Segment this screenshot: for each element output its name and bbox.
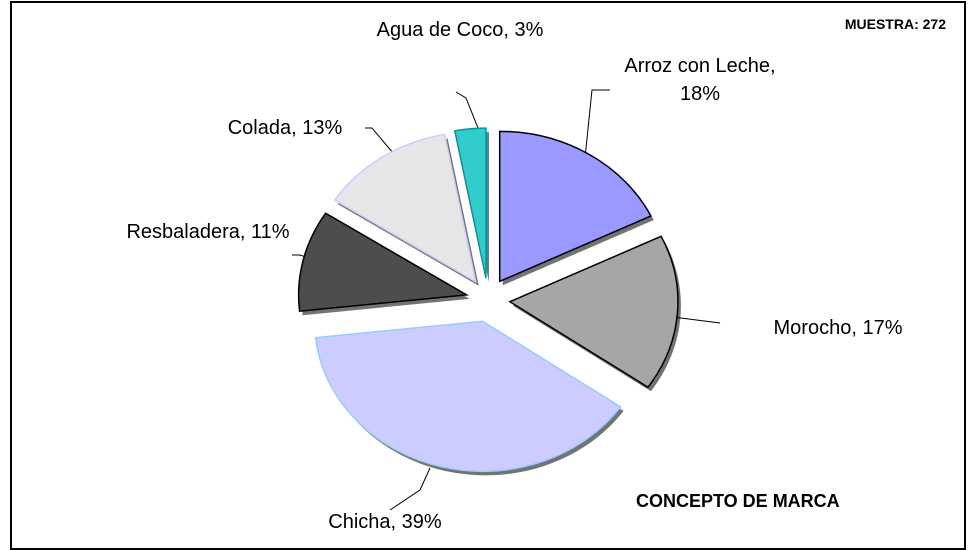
slice [508,235,679,389]
slice [453,127,487,279]
leader-line [584,89,610,159]
sample-note: MUESTRA: 272 [844,16,946,32]
slice [314,320,622,473]
chart-title: CONCEPTO DE MARCA [636,491,840,511]
slice-label: Colada, 13% [227,117,343,139]
slice [297,212,469,313]
slice-label: Arroz con Leche, 18% [624,55,776,105]
slice-label: Chicha, 39% [328,511,442,533]
chart-frame [10,1,966,550]
slice-label: Resbaladera, 11% [126,221,290,243]
slice [333,133,477,284]
leader-line [389,467,431,511]
slice-label: Morocho, 17% [773,317,903,339]
slice-label: Agua de Coco, 3% [376,19,544,41]
slice [498,130,652,283]
leader-line [455,91,483,139]
